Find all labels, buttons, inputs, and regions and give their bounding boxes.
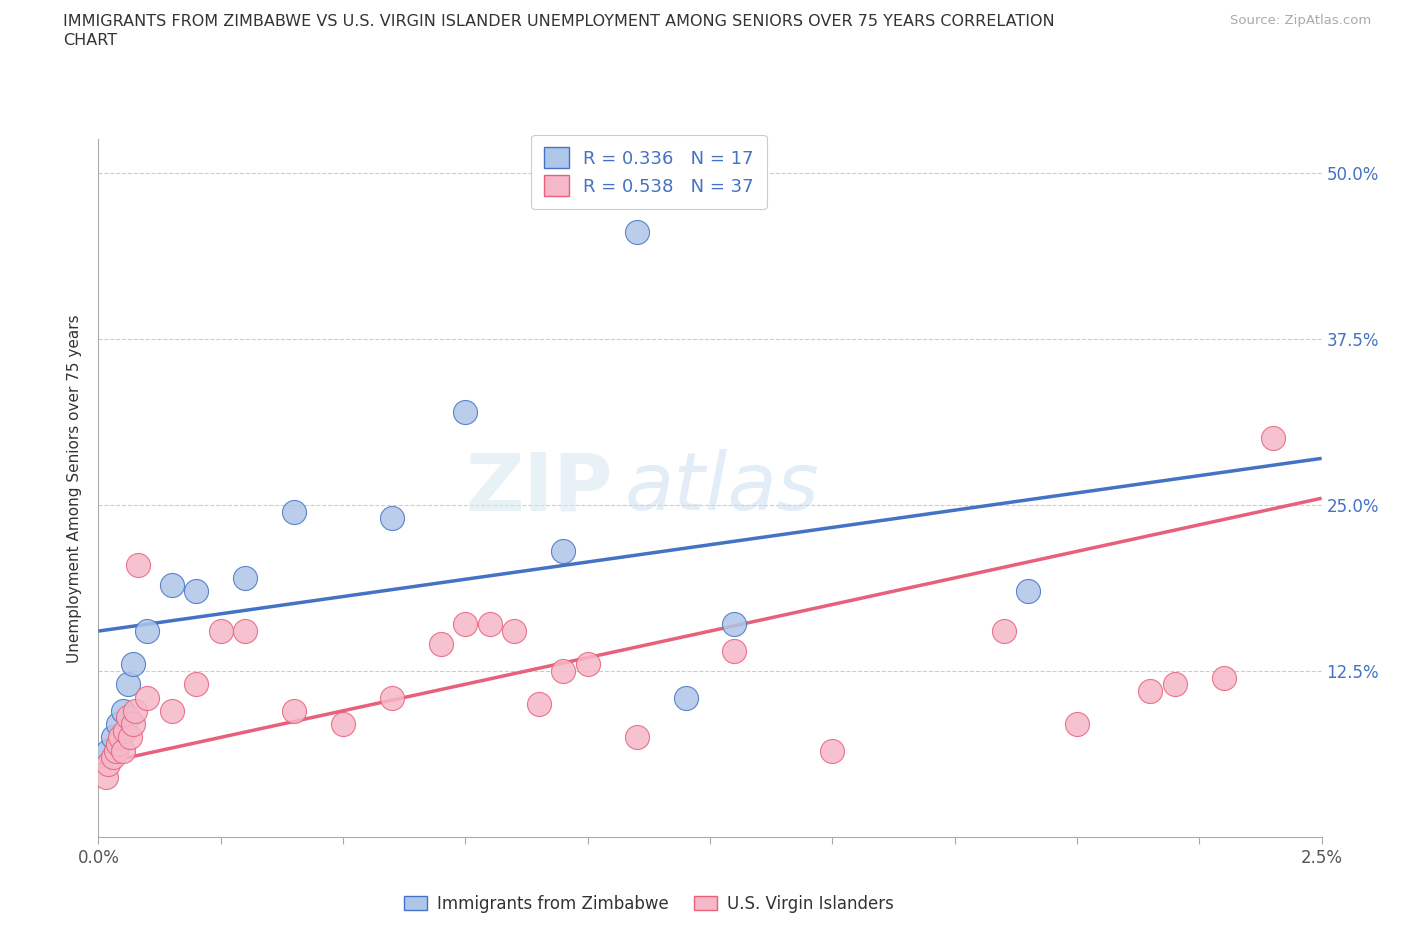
Point bbox=[723, 644, 745, 658]
Point bbox=[381, 690, 404, 705]
Point bbox=[111, 703, 134, 718]
Point bbox=[110, 730, 132, 745]
Text: IMMIGRANTS FROM ZIMBABWE VS U.S. VIRGIN ISLANDER UNEMPLOYMENT AMONG SENIORS OVER: IMMIGRANTS FROM ZIMBABWE VS U.S. VIRGIN … bbox=[63, 14, 1054, 29]
Point bbox=[821, 743, 844, 758]
Point bbox=[111, 743, 134, 758]
Point bbox=[97, 756, 120, 771]
Y-axis label: Unemployment Among Seniors over 75 years: Unemployment Among Seniors over 75 years bbox=[67, 314, 83, 662]
Point bbox=[553, 544, 575, 559]
Point bbox=[107, 737, 129, 751]
Point bbox=[626, 225, 648, 240]
Point bbox=[626, 730, 648, 745]
Point bbox=[454, 405, 477, 419]
Point bbox=[430, 637, 453, 652]
Point bbox=[160, 703, 183, 718]
Point bbox=[101, 730, 124, 745]
Point bbox=[283, 504, 305, 519]
Point bbox=[503, 624, 526, 639]
Point bbox=[97, 743, 120, 758]
Point bbox=[527, 697, 550, 711]
Point bbox=[1164, 677, 1187, 692]
Text: atlas: atlas bbox=[624, 449, 820, 527]
Point bbox=[160, 578, 183, 592]
Point bbox=[127, 557, 149, 572]
Point bbox=[186, 677, 208, 692]
Point bbox=[454, 617, 477, 631]
Point bbox=[121, 657, 143, 671]
Point bbox=[1261, 431, 1284, 445]
Point bbox=[381, 511, 404, 525]
Point bbox=[117, 710, 139, 724]
Point bbox=[117, 677, 139, 692]
Point bbox=[723, 617, 745, 631]
Point bbox=[233, 624, 256, 639]
Point bbox=[576, 657, 599, 671]
Text: CHART: CHART bbox=[63, 33, 117, 47]
Point bbox=[993, 624, 1015, 639]
Text: ZIP: ZIP bbox=[465, 449, 612, 527]
Point bbox=[478, 617, 501, 631]
Point bbox=[101, 750, 124, 764]
Point bbox=[1017, 584, 1039, 599]
Point bbox=[553, 663, 575, 678]
Point bbox=[1066, 717, 1088, 732]
Point bbox=[675, 690, 697, 705]
Point bbox=[114, 724, 136, 738]
Point bbox=[1212, 671, 1234, 685]
Point bbox=[124, 703, 146, 718]
Text: Source: ZipAtlas.com: Source: ZipAtlas.com bbox=[1230, 14, 1371, 27]
Point bbox=[1139, 684, 1161, 698]
Point bbox=[332, 717, 354, 732]
Legend: Immigrants from Zimbabwe, U.S. Virgin Islanders: Immigrants from Zimbabwe, U.S. Virgin Is… bbox=[396, 888, 901, 920]
Point bbox=[186, 584, 208, 599]
Point bbox=[120, 730, 142, 745]
Point bbox=[94, 770, 117, 785]
Point bbox=[209, 624, 232, 639]
Point bbox=[136, 624, 159, 639]
Point bbox=[121, 717, 143, 732]
Point bbox=[283, 703, 305, 718]
Point bbox=[136, 690, 159, 705]
Point bbox=[107, 717, 129, 732]
Point bbox=[104, 743, 127, 758]
Point bbox=[233, 570, 256, 585]
